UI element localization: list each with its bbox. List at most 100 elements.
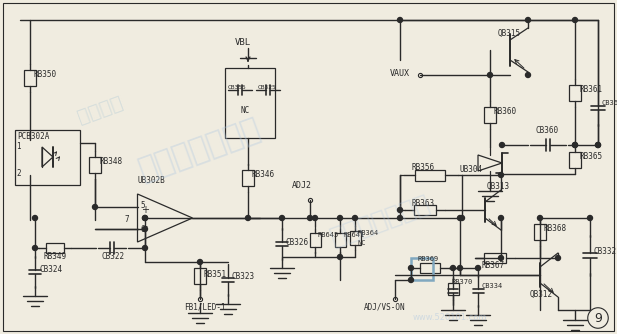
Circle shape xyxy=(457,266,463,271)
Bar xyxy=(411,258,433,280)
Text: www.520101.com: www.520101.com xyxy=(413,314,487,323)
Text: RB356: RB356 xyxy=(412,163,435,172)
Text: QB315: QB315 xyxy=(498,29,521,38)
Bar xyxy=(484,253,506,263)
Text: FB1/LED-1: FB1/LED-1 xyxy=(184,302,226,311)
Bar xyxy=(15,130,80,185)
Bar xyxy=(242,170,254,186)
Text: QB313: QB313 xyxy=(487,182,510,191)
Bar xyxy=(194,268,206,284)
Bar xyxy=(24,70,36,86)
Circle shape xyxy=(526,17,531,22)
Text: UB304: UB304 xyxy=(460,165,483,174)
Text: 5: 5 xyxy=(141,201,146,210)
Bar xyxy=(415,169,445,180)
Circle shape xyxy=(312,215,318,220)
Circle shape xyxy=(476,266,481,271)
Text: 2: 2 xyxy=(16,169,20,178)
Circle shape xyxy=(595,143,600,148)
Bar xyxy=(569,152,581,168)
Circle shape xyxy=(408,266,413,271)
Text: 1: 1 xyxy=(16,142,20,151)
Circle shape xyxy=(555,256,560,261)
Circle shape xyxy=(143,226,147,231)
Circle shape xyxy=(280,215,284,220)
Bar xyxy=(484,107,496,123)
Circle shape xyxy=(143,215,147,220)
Bar xyxy=(447,283,458,295)
Circle shape xyxy=(573,143,578,148)
Circle shape xyxy=(143,215,147,220)
Circle shape xyxy=(143,245,147,250)
Text: RB369: RB369 xyxy=(418,256,439,262)
Circle shape xyxy=(408,278,413,283)
Text: RB368: RB368 xyxy=(544,224,567,233)
Text: RB370: RB370 xyxy=(451,279,472,285)
Bar xyxy=(420,263,441,273)
Text: RB346: RB346 xyxy=(252,170,275,179)
Text: RB360: RB360 xyxy=(494,107,517,116)
Circle shape xyxy=(526,72,531,77)
Circle shape xyxy=(587,215,592,220)
Text: RB364: RB364 xyxy=(358,230,379,236)
Text: UB302B: UB302B xyxy=(137,176,165,185)
Circle shape xyxy=(457,215,463,220)
Bar xyxy=(89,157,101,173)
Text: ADJ/VS-ON: ADJ/VS-ON xyxy=(364,302,406,311)
Text: RB363: RB363 xyxy=(411,199,434,208)
Text: RB351: RB351 xyxy=(204,270,227,279)
Bar xyxy=(349,231,360,244)
Text: RB641: RB641 xyxy=(343,232,364,238)
Text: CB324: CB324 xyxy=(39,265,62,274)
Text: RB365: RB365 xyxy=(579,152,602,161)
Circle shape xyxy=(499,215,503,220)
Text: QB312: QB312 xyxy=(530,290,553,299)
Bar xyxy=(334,233,346,247)
Text: 9: 9 xyxy=(594,312,602,325)
Circle shape xyxy=(397,17,402,22)
Text: CB360: CB360 xyxy=(536,126,559,135)
Text: 家电维修资料网: 家电维修资料网 xyxy=(326,191,433,249)
Circle shape xyxy=(499,172,503,177)
Circle shape xyxy=(500,143,505,148)
Text: CB326: CB326 xyxy=(286,238,309,247)
Circle shape xyxy=(397,207,402,212)
Bar xyxy=(46,243,64,253)
Text: -: - xyxy=(144,221,147,231)
Text: RB645: RB645 xyxy=(318,232,339,238)
Text: CB361: CB361 xyxy=(601,100,617,106)
Text: CB334: CB334 xyxy=(481,283,502,289)
Text: RB367: RB367 xyxy=(481,261,504,270)
Circle shape xyxy=(352,215,357,220)
Circle shape xyxy=(537,215,542,220)
Text: PCB302A: PCB302A xyxy=(17,132,49,141)
Bar xyxy=(414,205,436,215)
Circle shape xyxy=(595,143,600,148)
Text: 家电维修: 家电维修 xyxy=(75,93,125,127)
Text: RB361: RB361 xyxy=(579,85,602,94)
Text: 6: 6 xyxy=(141,225,146,234)
Text: NC: NC xyxy=(241,106,250,115)
Circle shape xyxy=(337,215,342,220)
Circle shape xyxy=(33,215,38,220)
Bar xyxy=(569,85,581,101)
Circle shape xyxy=(487,72,492,77)
Text: CB323: CB323 xyxy=(231,272,254,281)
Bar xyxy=(225,68,275,138)
Text: CB325: CB325 xyxy=(258,85,277,90)
Circle shape xyxy=(499,256,503,261)
Circle shape xyxy=(573,143,578,148)
Circle shape xyxy=(197,260,202,265)
Text: CB355: CB355 xyxy=(228,85,247,90)
Circle shape xyxy=(246,215,251,220)
Text: 7: 7 xyxy=(125,215,129,224)
Circle shape xyxy=(573,17,578,22)
Bar xyxy=(534,224,546,240)
Text: 家电维修资料网: 家电维修资料网 xyxy=(135,115,265,185)
Text: +: + xyxy=(141,205,149,215)
Circle shape xyxy=(307,215,312,220)
Text: VAUX: VAUX xyxy=(390,68,410,77)
Circle shape xyxy=(460,215,465,220)
Text: CB322: CB322 xyxy=(102,252,125,261)
Text: RB350: RB350 xyxy=(34,70,57,79)
